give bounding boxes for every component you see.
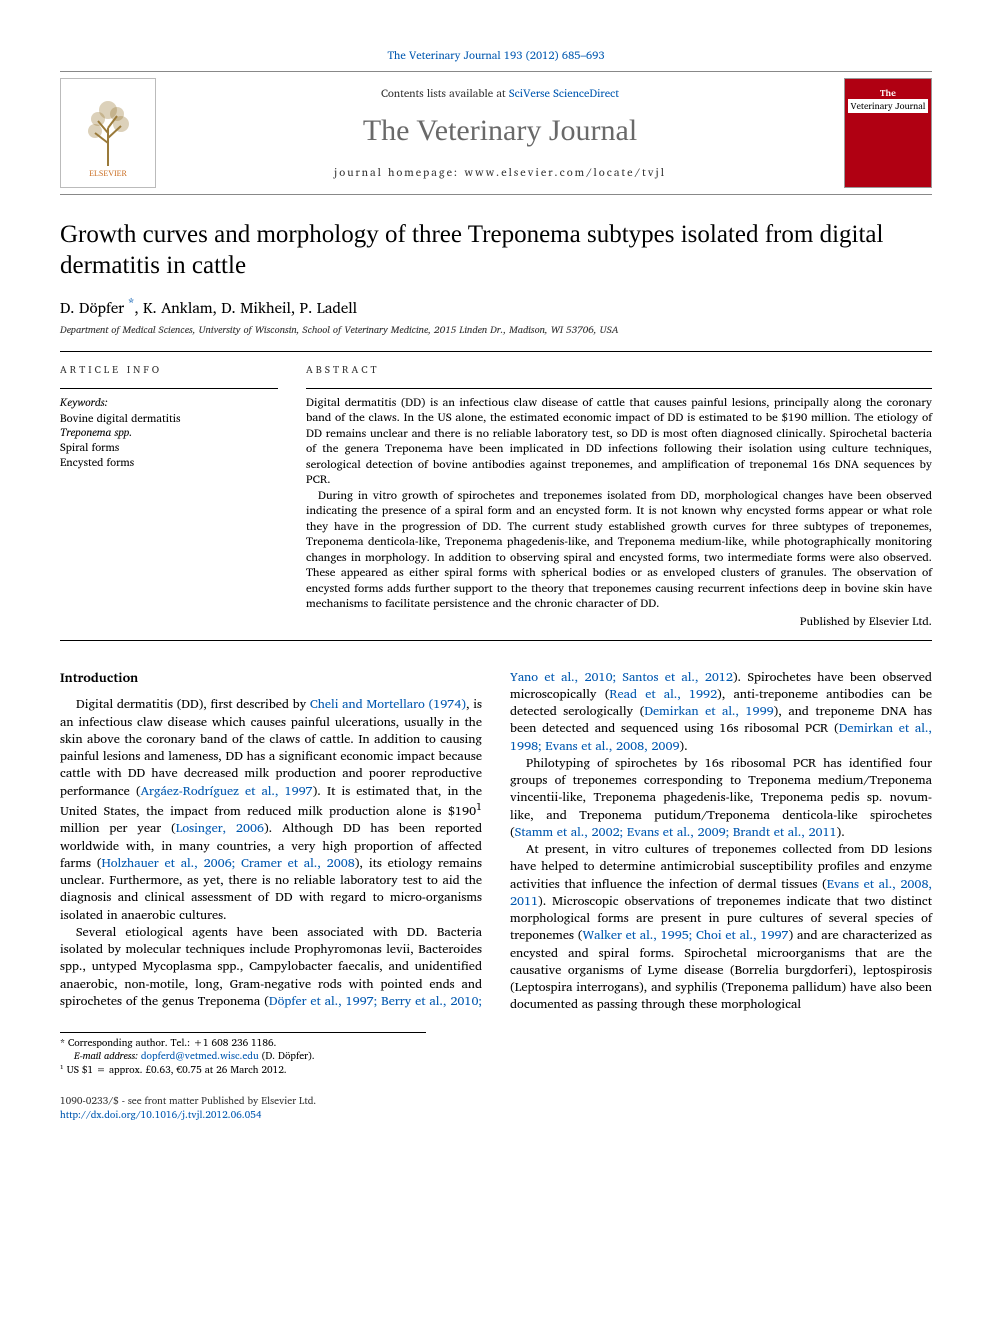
journal-name: The Veterinary Journal [168,111,832,152]
sciencedirect-link[interactable]: SciVerse ScienceDirect [509,84,619,102]
running-citation: The Veterinary Journal 193 (2012) 685–69… [60,48,932,63]
publisher-logo: ELSEVIER [60,78,156,188]
publisher-label: ELSEVIER [89,169,127,178]
ref-argaez-1997[interactable]: Argáez-Rodríguez et al., 1997 [141,781,313,801]
masthead-center: Contents lists available at SciVerse Sci… [168,78,832,188]
body-para-3: Philotyping of spirochetes by 16s riboso… [510,755,932,841]
affiliation: Department of Medical Sciences, Universi… [60,324,932,338]
abstract-para-1: Digital dermatitis (DD) is an infectious… [306,395,932,488]
article-title: Growth curves and morphology of three Tr… [60,219,932,282]
abstract-heading: ABSTRACT [306,364,932,378]
keyword-4: Encysted forms [60,455,278,470]
cover-line2: Veterinary Journal [848,99,929,113]
front-matter-footer: 1090-0233/$ - see front matter Published… [60,1095,932,1122]
footnote-1-marker[interactable]: 1 [476,798,482,815]
footnote-1: ¹ US $1 = approx. £0.63, €0.75 at 26 Mar… [60,1064,426,1078]
doi-link[interactable]: http://dx.doi.org/10.1016/j.tvjl.2012.06… [60,1107,262,1123]
abstract-rule [306,388,932,389]
article-info-heading: ARTICLE INFO [60,364,278,378]
elsevier-tree-icon: ELSEVIER [73,88,143,178]
contents-lists-text: Contents lists available at [381,84,509,102]
author-d-dopfer: D. Döpfer [60,295,124,320]
footnotes-block: * Corresponding author. Tel.: +1 608 236… [60,1032,426,1078]
body-para-4: At present, in vitro cultures of trepone… [510,841,932,1014]
journal-cover-thumbnail: The Veterinary Journal [844,78,932,188]
body-para-1: Digital dermatitis (DD), first described… [60,696,482,923]
author-rest: , K. Anklam, D. Mikheil, P. Ladell [134,295,357,320]
rule-bottom-info [60,640,932,641]
introduction-heading: Introduction [60,669,482,687]
article-info-rule [60,388,278,389]
published-by: Published by Elsevier Ltd. [306,614,932,630]
masthead: ELSEVIER Contents lists available at Sci… [60,71,932,195]
corresponding-author-marker[interactable]: * [124,291,134,313]
keywords-heading: Keywords: [60,395,278,410]
abstract-para-2: During in vitro growth of spirochetes an… [306,488,932,612]
article-body: Introduction Digital dermatitis (DD), fi… [60,669,932,1014]
journal-homepage: journal homepage: www.elsevier.com/locat… [168,165,832,180]
article-info-block: ARTICLE INFO Keywords: Bovine digital de… [60,364,278,629]
running-citation-link[interactable]: The Veterinary Journal 193 (2012) 685–69… [387,46,604,64]
abstract-block: ABSTRACT Digital dermatitis (DD) is an i… [306,364,932,629]
authors-line: D. Döpfer *, K. Anklam, D. Mikheil, P. L… [60,294,932,318]
